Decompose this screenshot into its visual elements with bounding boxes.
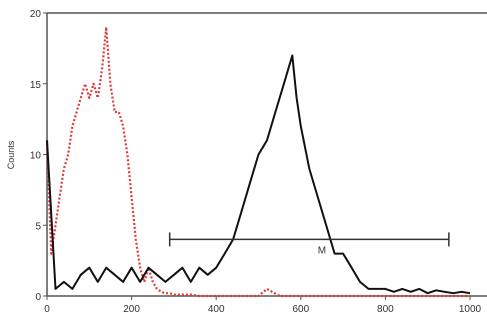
x-tick-label: 200 — [123, 304, 140, 315]
x-tick-label: 1000 — [459, 304, 482, 315]
marker-layer: M — [168, 232, 450, 256]
x-tick-label: 600 — [292, 304, 309, 315]
series-line-2 — [46, 54, 471, 295]
y-tick-label: 10 — [30, 151, 42, 162]
y-tick-label: 0 — [35, 292, 41, 303]
marker-label: M — [318, 245, 326, 256]
y-tick-label: 5 — [35, 221, 41, 232]
y-tick-label: 15 — [30, 80, 42, 91]
x-tick-label: 0 — [44, 304, 50, 315]
y-tick-label: 20 — [30, 9, 42, 20]
series-layer — [45, 26, 471, 298]
x-tick-label: 800 — [377, 304, 394, 315]
y-axis-label: Counts — [6, 140, 16, 169]
series-line-1 — [45, 26, 470, 298]
x-tick-label: 400 — [208, 304, 225, 315]
plot-frame — [46, 12, 487, 297]
x-axis-ticks: 0 200 400 600 800 1000 — [44, 296, 482, 315]
y-axis-ticks: 0 5 10 15 20 — [30, 9, 47, 303]
